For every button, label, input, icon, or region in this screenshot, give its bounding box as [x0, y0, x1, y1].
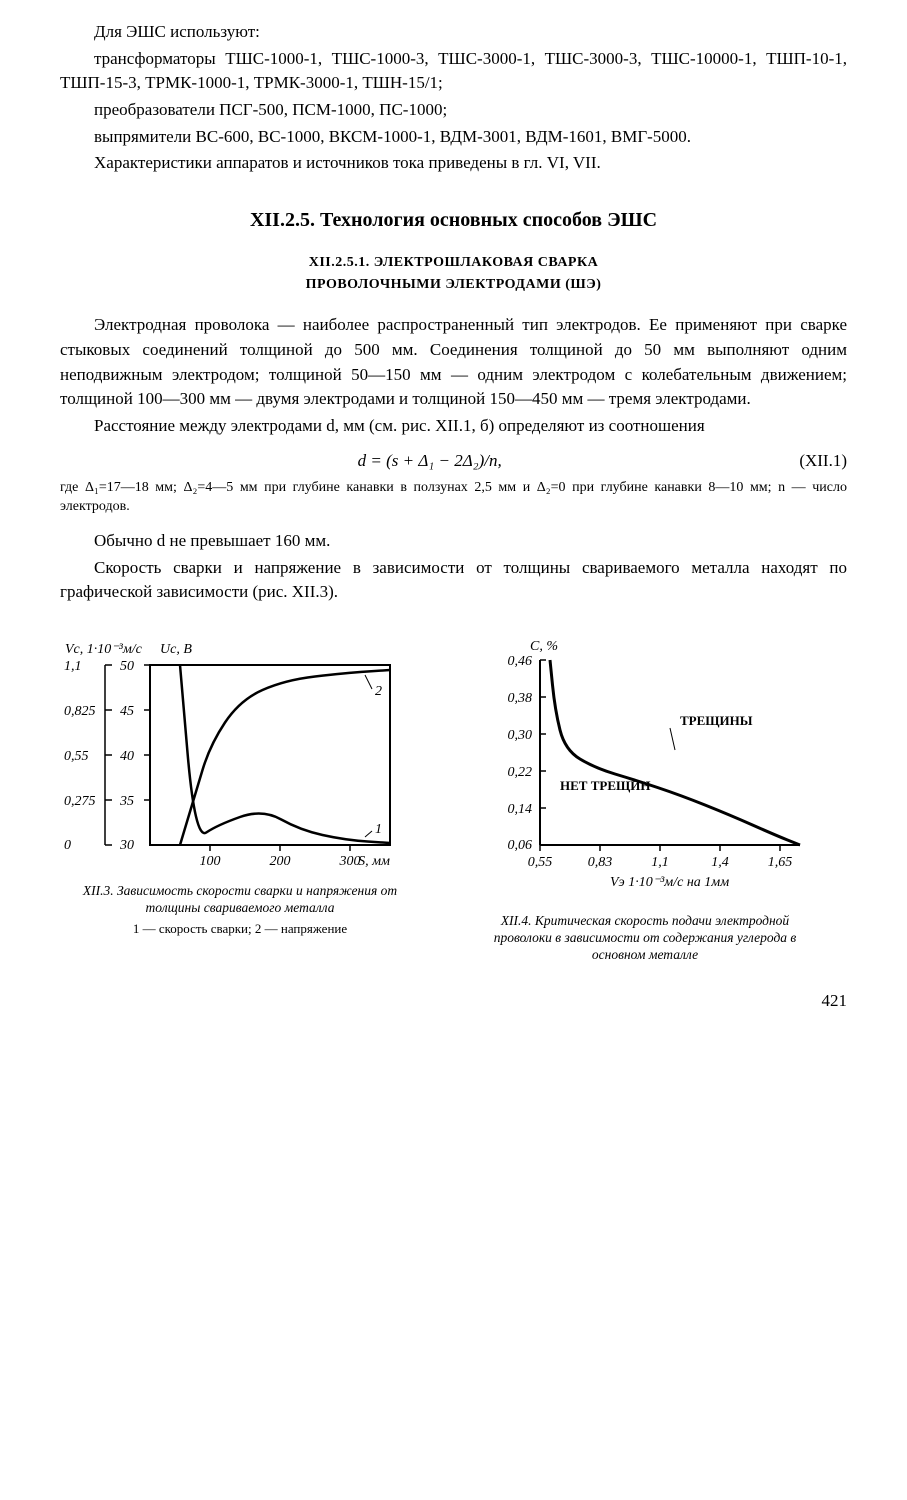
- chart-left-series1-label: 1: [375, 822, 382, 837]
- chart-left-y2-ticks: 50 45 40 35 30: [119, 659, 134, 853]
- chart-left-frame: [150, 665, 390, 845]
- svg-text:0,30: 0,30: [508, 728, 533, 743]
- page-number: 421: [60, 989, 847, 1014]
- chart-right-region-lower: НЕТ ТРЕЩИН: [560, 778, 651, 793]
- svg-text:0,275: 0,275: [64, 794, 96, 809]
- formula: d = (s + Δ₁ − 2Δ₂)/n,: [60, 449, 799, 474]
- chart-right-boundary: [550, 660, 800, 845]
- chart-right-y-label: C, %: [530, 639, 558, 654]
- chart-right-caption-title: XII.4. Критическая скорость подачи элект…: [475, 913, 815, 964]
- intro-p4: выпрямители ВС-600, ВС-1000, ВКСМ-1000-1…: [60, 125, 847, 150]
- svg-text:0,55: 0,55: [528, 855, 553, 870]
- chart-left-caption-title: XII.3. Зависимость скорости сварки и нап…: [70, 883, 410, 917]
- svg-text:0,46: 0,46: [508, 654, 533, 669]
- svg-text:1,65: 1,65: [768, 855, 793, 870]
- svg-text:35: 35: [119, 794, 134, 809]
- body-p3: Обычно d не превышает 160 мм.: [60, 529, 847, 554]
- svg-text:0,83: 0,83: [588, 855, 613, 870]
- body-p1: Электродная проволока — наиболее распрос…: [60, 313, 847, 412]
- svg-text:0,55: 0,55: [64, 749, 89, 764]
- chart-right-x-label: Vэ 1·10⁻³м/c на 1мм: [610, 875, 729, 890]
- chart-left-series-2: [180, 670, 390, 845]
- svg-text:100: 100: [200, 854, 221, 869]
- svg-text:0,22: 0,22: [508, 765, 533, 780]
- svg-text:0,38: 0,38: [508, 691, 533, 706]
- svg-text:30: 30: [119, 838, 134, 853]
- svg-text:40: 40: [120, 749, 134, 764]
- svg-text:200: 200: [270, 854, 291, 869]
- formula-row: d = (s + Δ₁ − 2Δ₂)/n, (XII.1): [60, 449, 847, 474]
- intro-p2: трансформаторы ТШС-1000-1, ТШС-1000-3, Т…: [60, 47, 847, 96]
- heading-main: XII.2.5. Технология основных способов ЭШ…: [60, 206, 847, 235]
- svg-text:1,4: 1,4: [711, 855, 729, 870]
- svg-text:0,06: 0,06: [508, 838, 533, 853]
- svg-text:0,14: 0,14: [508, 802, 533, 817]
- chart-left-y1-label: Vс, 1·10⁻³м/c: [65, 642, 143, 657]
- body-p2: Расстояние между электродами d, мм (см. …: [60, 414, 847, 439]
- svg-text:1,1: 1,1: [651, 855, 669, 870]
- chart-right-column: C, % 0,46 0,38 0,30 0,22 0,14 0,06: [470, 635, 820, 964]
- chart-left-caption-legend: 1 — скорость сварки; 2 — напряжение: [70, 921, 410, 937]
- svg-text:1,1: 1,1: [64, 659, 82, 674]
- intro-p1: Для ЭШС используют:: [60, 20, 847, 45]
- svg-text:0: 0: [64, 838, 71, 853]
- chart-left-y2-label: Uс, В: [160, 642, 192, 657]
- chart-left-caption: XII.3. Зависимость скорости сварки и нап…: [70, 883, 410, 937]
- formula-number: (XII.1): [799, 449, 847, 474]
- chart-left-series-1: [180, 665, 390, 843]
- chart-right-region-upper: ТРЕЩИНЫ: [680, 713, 753, 728]
- chart-left-svg: Vс, 1·10⁻³м/c Uс, В 1,1 0,825 0,55 0,275…: [60, 635, 420, 875]
- chart-left-x-label: S, мм: [358, 854, 390, 869]
- svg-text:45: 45: [120, 704, 134, 719]
- intro-p5: Характеристики аппаратов и источников то…: [60, 151, 847, 176]
- body-p4: Скорость сварки и напряжение в зависимос…: [60, 556, 847, 605]
- heading-sub1: XII.2.5.1. ЭЛЕКТРОШЛАКОВАЯ СВАРКА: [60, 253, 847, 273]
- svg-text:0,825: 0,825: [64, 704, 96, 719]
- chart-right-caption: XII.4. Критическая скорость подачи элект…: [475, 913, 815, 964]
- formula-explanation: где Δ₁=17—18 мм; Δ₂=4—5 мм при глубине к…: [60, 479, 847, 517]
- chart-right-svg: C, % 0,46 0,38 0,30 0,22 0,14 0,06: [470, 635, 820, 905]
- svg-text:50: 50: [120, 659, 134, 674]
- heading-sub2: ПРОВОЛОЧНЫМИ ЭЛЕКТРОДАМИ (ШЭ): [60, 275, 847, 295]
- intro-p3: преобразователи ПСГ-500, ПСМ-1000, ПС-10…: [60, 98, 847, 123]
- chart-left-series2-label: 2: [375, 684, 382, 699]
- chart-left-y1-ticks: 1,1 0,825 0,55 0,275 0: [64, 659, 96, 853]
- chart-left-column: Vс, 1·10⁻³м/c Uс, В 1,1 0,825 0,55 0,275…: [60, 635, 420, 937]
- chart-left-x-ticks: 100 200 300 S, мм: [200, 845, 391, 869]
- chart-right-x-ticks: 0,55 0,83 1,1 1,4 1,65: [528, 845, 793, 870]
- charts-row: Vс, 1·10⁻³м/c Uс, В 1,1 0,825 0,55 0,275…: [60, 635, 847, 964]
